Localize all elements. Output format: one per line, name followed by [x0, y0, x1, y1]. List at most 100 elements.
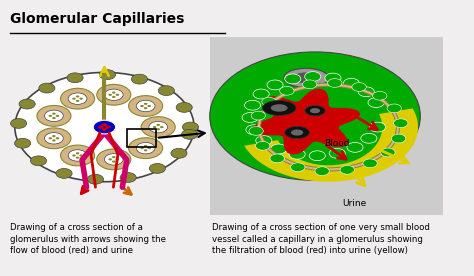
- Ellipse shape: [310, 108, 320, 113]
- Circle shape: [56, 168, 72, 178]
- Circle shape: [116, 158, 119, 160]
- Circle shape: [392, 134, 406, 143]
- Circle shape: [72, 98, 76, 100]
- Circle shape: [325, 73, 341, 83]
- Circle shape: [140, 147, 144, 149]
- Circle shape: [141, 117, 175, 137]
- Circle shape: [48, 115, 52, 117]
- Circle shape: [10, 118, 27, 128]
- Circle shape: [270, 154, 284, 163]
- Circle shape: [393, 119, 408, 128]
- Circle shape: [48, 137, 52, 139]
- Circle shape: [149, 121, 168, 133]
- Circle shape: [52, 139, 56, 142]
- Ellipse shape: [285, 126, 310, 139]
- Circle shape: [102, 123, 107, 126]
- Circle shape: [76, 95, 79, 98]
- Ellipse shape: [271, 104, 288, 112]
- Circle shape: [76, 100, 79, 102]
- Circle shape: [176, 102, 192, 112]
- Circle shape: [147, 147, 151, 149]
- Circle shape: [140, 105, 144, 107]
- Circle shape: [156, 128, 160, 130]
- Circle shape: [52, 117, 56, 119]
- Circle shape: [361, 133, 377, 143]
- Circle shape: [61, 88, 95, 109]
- Circle shape: [136, 142, 155, 154]
- Circle shape: [67, 73, 83, 83]
- Circle shape: [128, 95, 163, 116]
- Circle shape: [144, 107, 147, 109]
- Circle shape: [87, 174, 103, 184]
- Circle shape: [149, 163, 165, 173]
- Circle shape: [15, 72, 194, 182]
- Circle shape: [19, 99, 35, 109]
- Text: Blood: Blood: [324, 139, 349, 148]
- Circle shape: [52, 135, 56, 137]
- Circle shape: [302, 80, 317, 89]
- Circle shape: [100, 70, 116, 79]
- Circle shape: [171, 148, 187, 158]
- Circle shape: [15, 138, 31, 148]
- Circle shape: [255, 141, 270, 150]
- Circle shape: [79, 98, 83, 100]
- Circle shape: [120, 172, 136, 182]
- Circle shape: [128, 138, 163, 158]
- Circle shape: [249, 127, 264, 135]
- Circle shape: [131, 74, 147, 84]
- Circle shape: [245, 100, 261, 110]
- Circle shape: [37, 128, 71, 149]
- Ellipse shape: [291, 129, 303, 136]
- FancyBboxPatch shape: [210, 37, 443, 214]
- Circle shape: [39, 83, 55, 93]
- Circle shape: [68, 150, 87, 161]
- Circle shape: [45, 132, 64, 144]
- Circle shape: [112, 160, 116, 163]
- Circle shape: [156, 124, 160, 126]
- Circle shape: [79, 154, 83, 156]
- Circle shape: [144, 103, 147, 105]
- Circle shape: [56, 137, 59, 139]
- Text: Drawing of a cross section of one very small blood
vessel called a capillary in : Drawing of a cross section of one very s…: [212, 223, 430, 256]
- Circle shape: [381, 148, 395, 157]
- Circle shape: [76, 156, 79, 159]
- Text: Urine: Urine: [342, 199, 366, 208]
- Circle shape: [251, 111, 265, 120]
- Circle shape: [158, 86, 174, 95]
- Circle shape: [116, 94, 119, 96]
- Circle shape: [98, 125, 103, 129]
- Text: Glomerular Capillaries: Glomerular Capillaries: [10, 12, 185, 26]
- Circle shape: [271, 144, 287, 154]
- Circle shape: [373, 91, 387, 100]
- Circle shape: [352, 83, 366, 91]
- Circle shape: [182, 122, 199, 132]
- Circle shape: [267, 80, 283, 90]
- Circle shape: [262, 97, 276, 106]
- Circle shape: [104, 154, 123, 165]
- Circle shape: [160, 126, 164, 128]
- Circle shape: [369, 122, 385, 132]
- Circle shape: [328, 79, 342, 87]
- Circle shape: [68, 93, 87, 104]
- Circle shape: [280, 86, 294, 95]
- Circle shape: [309, 151, 325, 161]
- Circle shape: [45, 110, 64, 121]
- Circle shape: [340, 165, 355, 174]
- Circle shape: [347, 142, 363, 152]
- Circle shape: [291, 163, 305, 172]
- Circle shape: [305, 72, 321, 81]
- Circle shape: [144, 145, 147, 147]
- Circle shape: [144, 149, 147, 152]
- Circle shape: [182, 129, 198, 139]
- Circle shape: [112, 156, 116, 158]
- Circle shape: [109, 158, 112, 160]
- Circle shape: [93, 120, 116, 134]
- Circle shape: [109, 94, 112, 96]
- Circle shape: [329, 148, 345, 158]
- Circle shape: [315, 167, 329, 176]
- Circle shape: [102, 128, 107, 131]
- Circle shape: [105, 125, 111, 129]
- Circle shape: [112, 92, 116, 94]
- Circle shape: [153, 126, 156, 128]
- Circle shape: [210, 52, 420, 180]
